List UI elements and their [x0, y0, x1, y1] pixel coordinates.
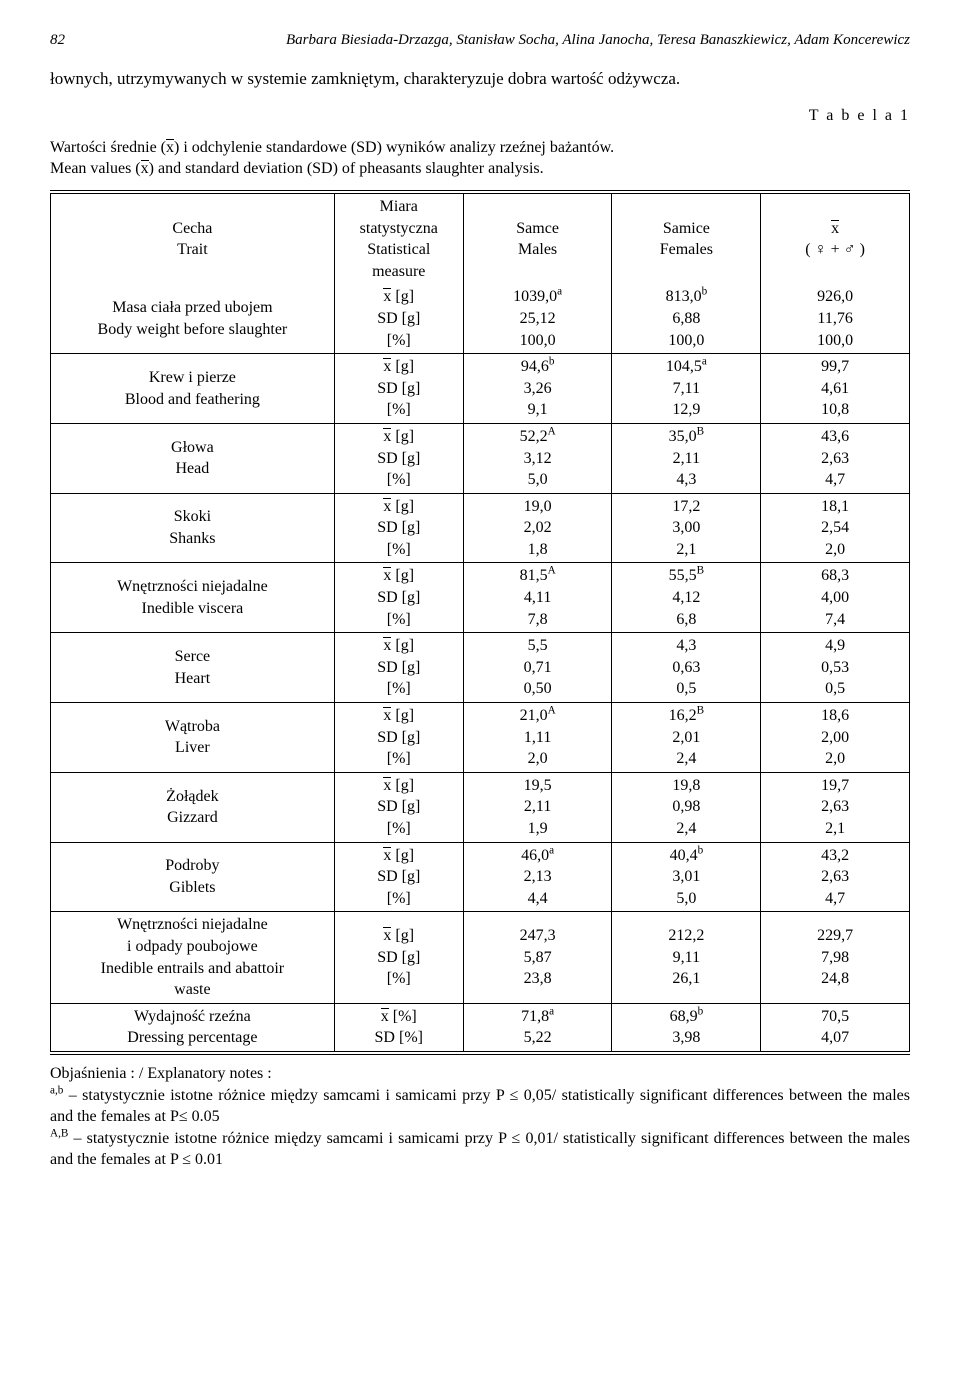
table-row: ŻołądekGizzardx [g]SD [g][%]19,52,111,91… — [51, 772, 910, 842]
value-cell: 55,5B4,126,8 — [612, 563, 761, 633]
table-row: Wnętrzności niejadalnei odpady poubojowe… — [51, 912, 910, 1003]
value-cell: 52,2A3,125,0 — [463, 423, 612, 493]
table-row: Krew i pierzeBlood and featheringx [g]SD… — [51, 354, 910, 424]
measure-cell: x [g]SD [g][%] — [334, 772, 463, 842]
col-both-header: x( ♀ + ♂ ) — [761, 192, 910, 284]
value-cell: 81,5A4,117,8 — [463, 563, 612, 633]
col-measure-header: Miara statystyczna Statistical measure — [334, 192, 463, 284]
table-row: Wnętrzności niejadalneInedible viscerax … — [51, 563, 910, 633]
measure-cell: x [g]SD [g][%] — [334, 284, 463, 353]
value-cell: 71,8a5,22 — [463, 1003, 612, 1053]
value-cell: 43,62,634,7 — [761, 423, 910, 493]
col-males-header: SamceMales — [463, 192, 612, 284]
value-cell: 99,74,6110,8 — [761, 354, 910, 424]
results-table: CechaTrait Miara statystyczna Statistica… — [50, 190, 910, 1055]
table-row: GłowaHeadx [g]SD [g][%]52,2A3,125,035,0B… — [51, 423, 910, 493]
value-cell: 4,90,530,5 — [761, 633, 910, 703]
value-cell: 1039,0a25,12100,0 — [463, 284, 612, 353]
trait-cell: PodrobyGiblets — [51, 842, 335, 912]
table-row: Masa ciała przed ubojemBody weight befor… — [51, 284, 910, 353]
value-cell: 46,0a2,134,4 — [463, 842, 612, 912]
value-cell: 229,77,9824,8 — [761, 912, 910, 1003]
value-cell: 94,6b3,269,1 — [463, 354, 612, 424]
table-row: SkokiShanksx [g]SD [g][%]19,02,021,817,2… — [51, 493, 910, 563]
trait-cell: GłowaHead — [51, 423, 335, 493]
value-cell: 21,0A1,112,0 — [463, 703, 612, 773]
trait-cell: Wnętrzności niejadalnei odpady poubojowe… — [51, 912, 335, 1003]
value-cell: 5,50,710,50 — [463, 633, 612, 703]
trait-cell: Wydajność rzeźnaDressing percentage — [51, 1003, 335, 1053]
value-cell: 104,5a7,1112,9 — [612, 354, 761, 424]
measure-cell: x [g]SD [g][%] — [334, 493, 463, 563]
value-cell: 813,0b6,88100,0 — [612, 284, 761, 353]
value-cell: 19,80,982,4 — [612, 772, 761, 842]
col-females-header: SamiceFemales — [612, 192, 761, 284]
measure-cell: x [g]SD [g][%] — [334, 703, 463, 773]
value-cell: 212,29,1126,1 — [612, 912, 761, 1003]
table-row: SerceHeartx [g]SD [g][%]5,50,710,504,30,… — [51, 633, 910, 703]
value-cell: 68,34,007,4 — [761, 563, 910, 633]
trait-cell: WątrobaLiver — [51, 703, 335, 773]
value-cell: 70,54,07 — [761, 1003, 910, 1053]
value-cell: 926,011,76100,0 — [761, 284, 910, 353]
col-trait-header: CechaTrait — [51, 192, 335, 284]
measure-cell: x [g]SD [g][%] — [334, 912, 463, 1003]
value-cell: 4,30,630,5 — [612, 633, 761, 703]
trait-cell: SkokiShanks — [51, 493, 335, 563]
table-label: T a b e l a 1 — [50, 105, 910, 127]
value-cell: 19,72,632,1 — [761, 772, 910, 842]
trait-cell: Krew i pierzeBlood and feathering — [51, 354, 335, 424]
page-number: 82 — [50, 30, 65, 50]
value-cell: 19,02,021,8 — [463, 493, 612, 563]
intro-paragraph: łownych, utrzymywanych w systemie zamkni… — [50, 68, 910, 91]
trait-cell: ŻołądekGizzard — [51, 772, 335, 842]
value-cell: 19,52,111,9 — [463, 772, 612, 842]
trait-cell: SerceHeart — [51, 633, 335, 703]
measure-cell: x [g]SD [g][%] — [334, 842, 463, 912]
measure-cell: x [g]SD [g][%] — [334, 354, 463, 424]
value-cell: 16,2B2,012,4 — [612, 703, 761, 773]
value-cell: 35,0B2,114,3 — [612, 423, 761, 493]
measure-cell: x [%] SD [%] — [334, 1003, 463, 1053]
value-cell: 18,12,542,0 — [761, 493, 910, 563]
value-cell: 68,9b3,98 — [612, 1003, 761, 1053]
value-cell: 247,35,8723,8 — [463, 912, 612, 1003]
trait-cell: Masa ciała przed ubojemBody weight befor… — [51, 284, 335, 353]
value-cell: 43,22,634,7 — [761, 842, 910, 912]
value-cell: 17,23,002,1 — [612, 493, 761, 563]
trait-cell: Wnętrzności niejadalneInedible viscera — [51, 563, 335, 633]
value-cell: 18,62,002,0 — [761, 703, 910, 773]
measure-cell: x [g]SD [g][%] — [334, 423, 463, 493]
explanatory-notes: Objaśnienia : / Explanatory notes : a,b … — [50, 1063, 910, 1171]
measure-cell: x [g]SD [g][%] — [334, 633, 463, 703]
value-cell: 40,4b3,015,0 — [612, 842, 761, 912]
table-row: PodrobyGibletsx [g]SD [g][%]46,0a2,134,4… — [51, 842, 910, 912]
table-caption: Wartości średnie (x) i odchylenie standa… — [50, 137, 910, 180]
table-row: WątrobaLiverx [g]SD [g][%]21,0A1,112,016… — [51, 703, 910, 773]
page-authors: Barbara Biesiada-Drzazga, Stanisław Soch… — [286, 30, 910, 50]
measure-cell: x [g]SD [g][%] — [334, 563, 463, 633]
